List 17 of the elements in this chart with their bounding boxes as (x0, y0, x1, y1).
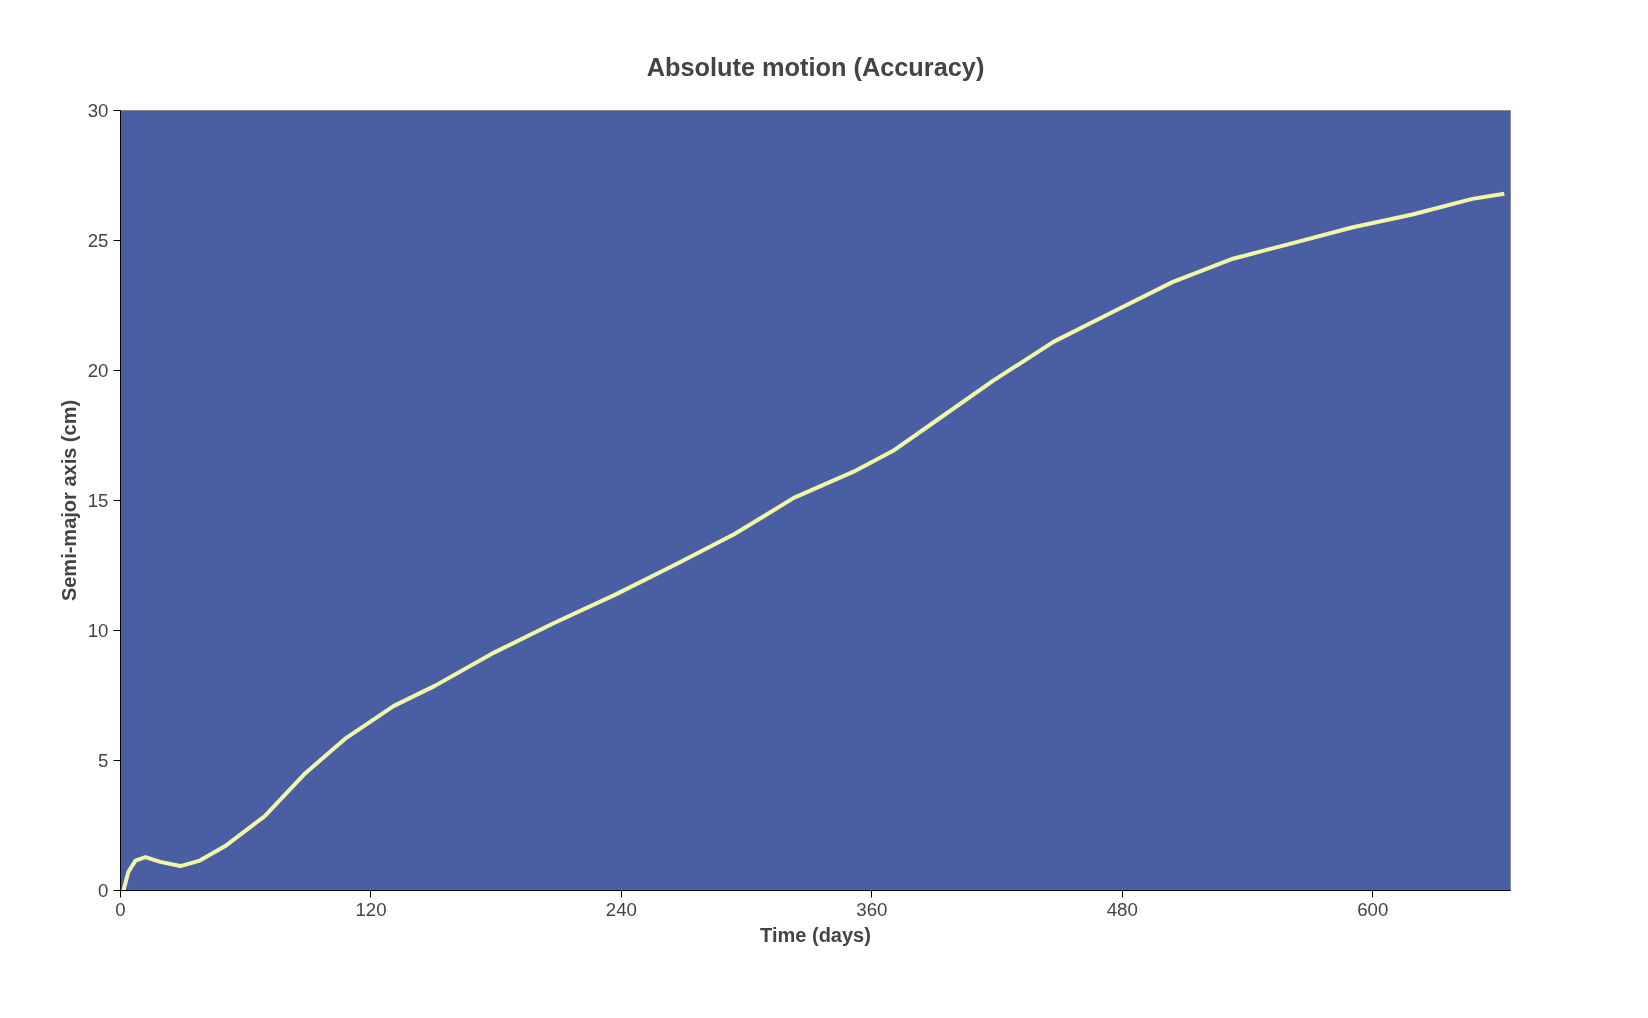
x-tick-label: 120 (355, 898, 387, 920)
y-tick-label: 0 (98, 880, 109, 901)
y-tick-label: 25 (87, 230, 109, 251)
y-axis-title: Semi-major axis (cm) (57, 399, 80, 602)
x-tick-label: 480 (1106, 898, 1138, 920)
x-tick-label: 0 (115, 898, 126, 920)
chart-title: Absolute motion (Accuracy) (646, 52, 985, 81)
y-tick-label: 5 (98, 750, 109, 771)
line-series (121, 191, 1507, 891)
x-tick-label: 240 (605, 898, 637, 920)
y-tick-label: 20 (87, 360, 109, 381)
x-tick-label: 360 (856, 898, 888, 920)
y-tick-label: 30 (87, 100, 109, 121)
x-axis-title: Time (days) (760, 923, 871, 946)
x-tick-label: 600 (1357, 898, 1389, 920)
y-tick-label: 15 (87, 490, 109, 511)
y-tick-label: 10 (87, 620, 109, 641)
